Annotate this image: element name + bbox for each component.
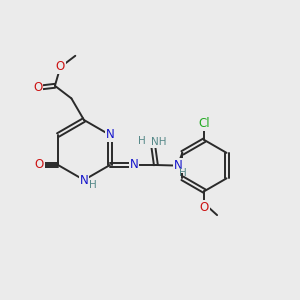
Text: NH: NH bbox=[151, 137, 166, 147]
Text: Cl: Cl bbox=[199, 117, 210, 130]
Text: N: N bbox=[174, 159, 183, 172]
Text: O: O bbox=[33, 81, 42, 94]
Text: O: O bbox=[56, 60, 65, 73]
Text: H: H bbox=[179, 168, 187, 178]
Text: O: O bbox=[35, 158, 44, 172]
Text: H: H bbox=[88, 180, 96, 190]
Text: H: H bbox=[138, 136, 146, 146]
Text: O: O bbox=[200, 201, 209, 214]
Text: N: N bbox=[130, 158, 138, 172]
Text: N: N bbox=[80, 173, 88, 187]
Text: N: N bbox=[106, 128, 114, 142]
